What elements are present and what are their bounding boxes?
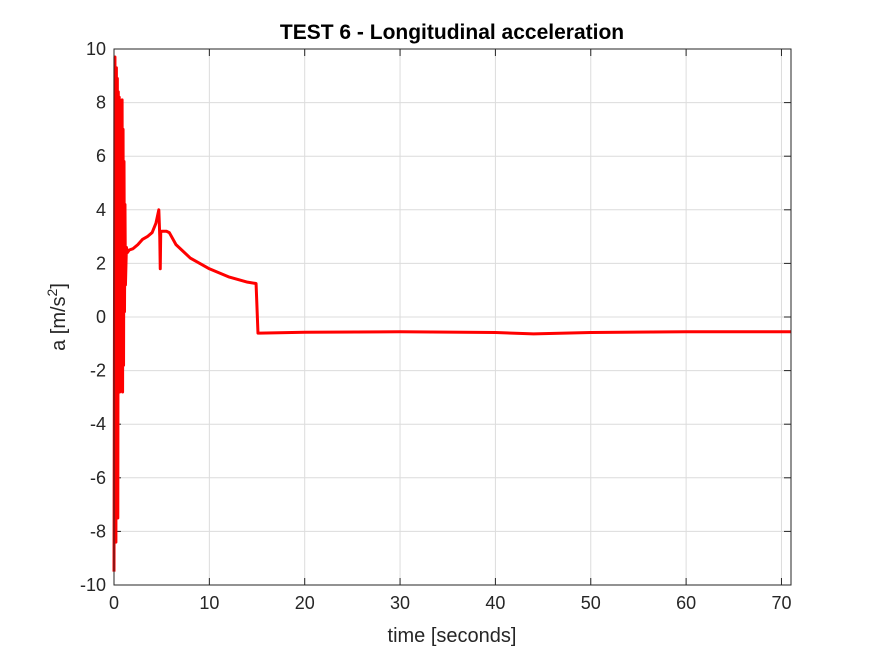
y-axis-label-main: a [m/s xyxy=(48,296,70,350)
x-tick-label: 0 xyxy=(109,593,119,613)
x-tick-label: 60 xyxy=(676,593,696,613)
plot-area-box xyxy=(113,48,792,586)
y-axis-label-end: ] xyxy=(48,283,70,289)
x-tick-label: 30 xyxy=(390,593,410,613)
x-tick-label: 10 xyxy=(199,593,219,613)
x-tick-label: 20 xyxy=(295,593,315,613)
y-tick-label: 8 xyxy=(96,93,106,113)
y-tick-label: -8 xyxy=(90,521,106,541)
x-axis-label: time [seconds] xyxy=(388,625,517,647)
y-tick-label: 6 xyxy=(96,146,106,166)
y-tick-label: -6 xyxy=(90,468,106,488)
x-tick-label: 40 xyxy=(485,593,505,613)
tick-labels: 0 10 20 30 40 50 60 70 -10 -8 -6 -4 -2 0 2 4 6 8 10 xyxy=(80,39,791,613)
y-tick-label: -10 xyxy=(80,575,106,595)
chart-title: TEST 6 - Longitudinal acceleration xyxy=(280,21,624,44)
x-tick-label: 50 xyxy=(581,593,601,613)
series-line xyxy=(112,55,791,572)
series xyxy=(112,55,791,572)
grid xyxy=(113,48,791,586)
y-tick-label: 4 xyxy=(96,200,106,220)
y-tick-label: -2 xyxy=(90,361,106,381)
y-tick-label: 2 xyxy=(96,253,106,273)
y-tick-label: -4 xyxy=(90,414,106,434)
y-tick-label: 10 xyxy=(86,39,106,59)
ticks xyxy=(113,48,791,586)
y-axis-label-superscript: 2 xyxy=(44,288,60,296)
x-tick-label: 70 xyxy=(771,593,791,613)
y-axis-label: a [m/s2] xyxy=(44,283,70,351)
y-tick-label: 0 xyxy=(96,307,106,327)
